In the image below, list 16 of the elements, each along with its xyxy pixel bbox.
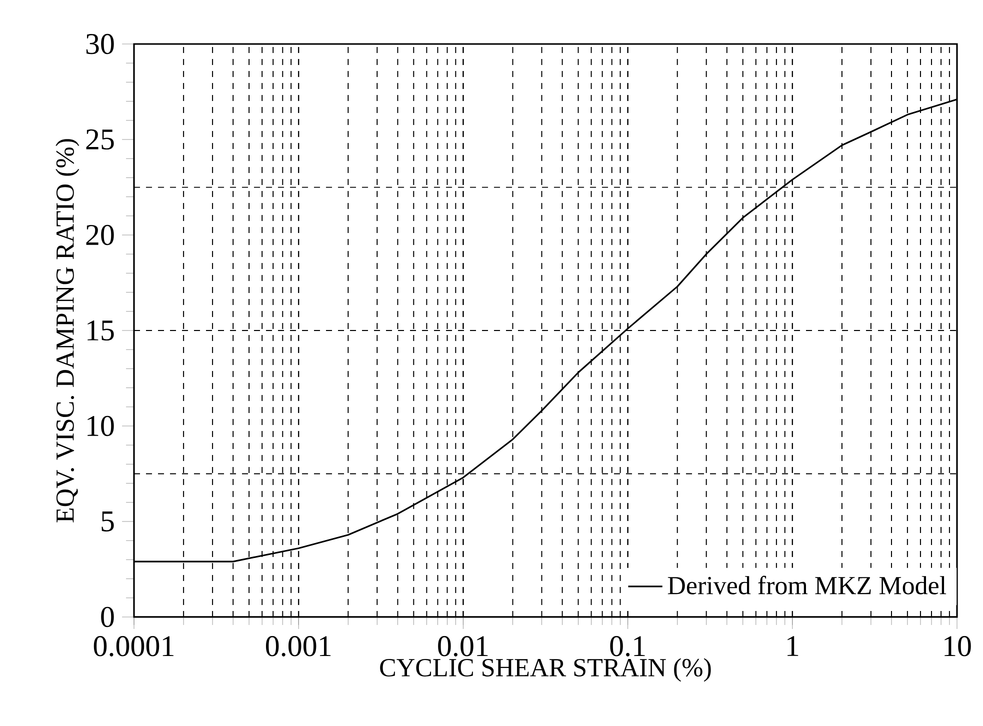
y-tick-label: 10: [88, 416, 114, 436]
y-tick-label: 15: [88, 320, 114, 341]
x-axis-title: CYCLIC SHEAR STRAIN (%): [380, 658, 711, 682]
x-tick-label: 1: [788, 636, 798, 656]
x-tick-label: 0.01: [438, 636, 488, 656]
x-tick-label: 0.0001: [94, 636, 174, 656]
y-tick-label: 20: [86, 224, 114, 246]
y-tick-label: 5: [102, 512, 114, 532]
y-tick-label: 25: [86, 129, 114, 150]
y-tick-label: 30: [86, 34, 114, 54]
x-tick-label: 10: [944, 636, 971, 656]
x-tick-label: 0.001: [266, 636, 331, 656]
legend-label: Derived from MKZ Model: [668, 576, 946, 594]
x-tick-label: 0.1: [610, 636, 645, 656]
y-tick-label: 0: [101, 606, 114, 628]
y-axis-title: EQV. VISC. DAMPING RATIO (%): [56, 139, 80, 522]
